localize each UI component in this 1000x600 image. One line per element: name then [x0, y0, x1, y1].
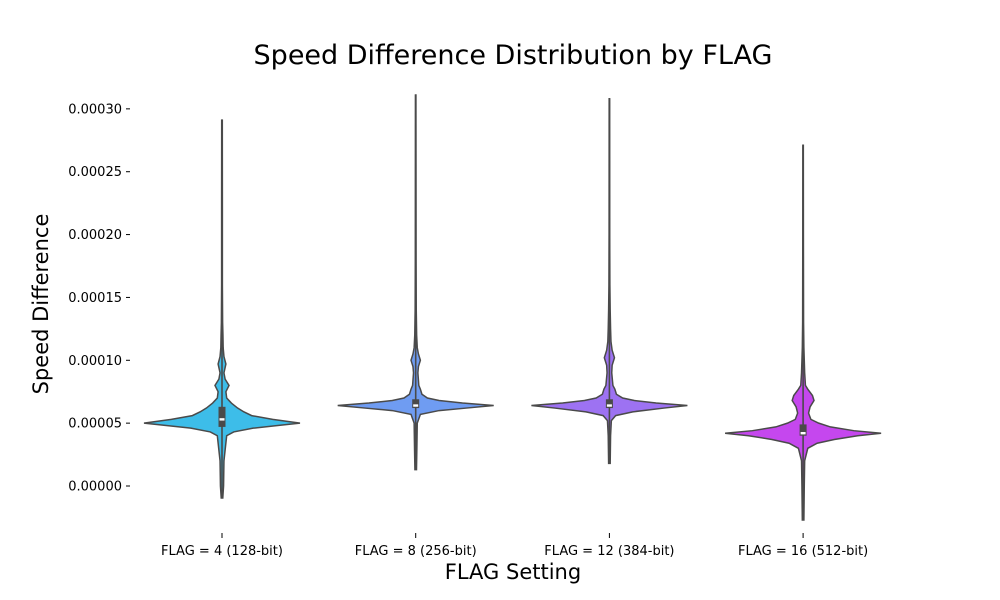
- violin-median-mark: [413, 404, 419, 407]
- x-tick-label: FLAG = 8 (256-bit): [355, 544, 477, 559]
- y-axis-label: Speed Difference: [29, 214, 53, 395]
- y-tick-label: 0.00025: [68, 165, 122, 180]
- x-tick-label: FLAG = 16 (512-bit): [738, 544, 868, 559]
- violin-iqr-box: [412, 399, 420, 409]
- violin-iqr-box: [799, 424, 807, 436]
- y-tick-label: 0.00020: [68, 228, 122, 243]
- violin-group: [531, 98, 688, 465]
- y-tick-label: 0.00000: [68, 480, 122, 495]
- x-tick-label: FLAG = 4 (128-bit): [161, 544, 283, 559]
- x-axis: FLAG = 4 (128-bit) FLAG = 8 (256-bit) FLAG…: [161, 533, 868, 559]
- violin-iqr-box: [218, 406, 226, 427]
- violin-iqr-box: [605, 399, 613, 409]
- y-tick-label: 0.00015: [68, 291, 122, 306]
- y-tick-label: 0.00010: [68, 354, 122, 369]
- chart-title: Speed Difference Distribution by FLAG: [254, 40, 773, 71]
- y-tick-label: 0.00005: [68, 417, 122, 432]
- violin-group: [725, 144, 882, 521]
- violin-median-mark: [800, 432, 806, 435]
- violin-median-mark: [606, 404, 612, 407]
- y-axis: 0.00000 0.00005 0.00010 0.00015 0.00020 0.000…: [68, 102, 130, 495]
- violins: [143, 94, 882, 521]
- x-axis-label: FLAG Setting: [445, 560, 581, 584]
- violin-median-mark: [219, 418, 225, 421]
- x-tick-label: FLAG = 12 (384-bit): [544, 544, 674, 559]
- violin-group: [143, 119, 301, 499]
- violin-group: [337, 94, 494, 471]
- y-tick-label: 0.00030: [68, 102, 122, 117]
